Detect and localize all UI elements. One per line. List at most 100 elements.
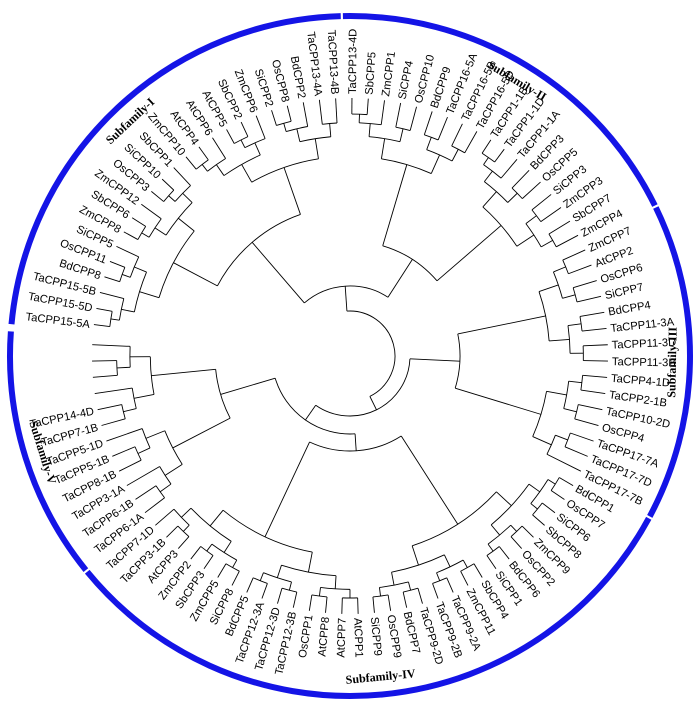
branch-48-0	[567, 323, 582, 327]
branch-73-1	[372, 596, 375, 613]
branch-67-1	[391, 572, 395, 586]
branch-9-1	[109, 260, 126, 268]
branch-70-0	[446, 577, 454, 593]
branch-arc-51	[532, 391, 547, 437]
branch-96-0	[101, 418, 126, 426]
branch-12-1	[131, 217, 146, 227]
branch-arc-91	[155, 485, 165, 498]
branch-25-1	[436, 225, 502, 282]
branch-arc-19	[244, 138, 266, 149]
branch-13-0	[168, 195, 176, 202]
branch-71-1	[379, 587, 381, 597]
branch-36-1	[500, 159, 518, 179]
branch-58-1	[264, 441, 310, 537]
branch-arc-5	[133, 271, 147, 313]
branch-arc-23	[276, 120, 292, 126]
branch-34-1	[516, 234, 535, 247]
branch-68-0	[462, 559, 468, 568]
branch-arc-40	[531, 209, 542, 222]
branch-arc-58	[309, 435, 402, 452]
branch-arc-70	[432, 577, 447, 584]
branch-81-0	[261, 583, 268, 599]
branch-75-0	[334, 575, 337, 589]
leaf-label: SbCPP5	[364, 51, 379, 95]
branch-50-0	[583, 344, 608, 347]
branch-31-0	[426, 137, 432, 150]
leaf-label: SiCPP4	[397, 60, 416, 101]
branch-4-1	[178, 217, 195, 232]
subfamily-label-4: Subfamily-IV	[345, 666, 416, 687]
branch-94-0	[133, 393, 155, 399]
branch-arc-2	[304, 285, 389, 304]
branch-arc-48	[567, 325, 571, 354]
leaf-label: AtCPP1	[351, 618, 364, 658]
branch-arc-42	[315, 358, 411, 417]
branch-15-0	[241, 164, 253, 183]
branch-8-0	[122, 274, 131, 278]
branch-49-0	[579, 311, 605, 317]
branch-44-1	[549, 338, 570, 342]
branch-82-0	[223, 541, 232, 553]
branch-88-0	[172, 417, 231, 449]
branch-47-0	[573, 280, 597, 289]
branch-95-0	[123, 408, 137, 413]
branch-arc-84	[225, 563, 240, 572]
branch-35-1	[507, 192, 518, 203]
branch-arc-81	[252, 577, 268, 584]
branch-32-0	[423, 111, 433, 135]
branch-45-0	[553, 266, 566, 273]
branch-arc-3	[216, 213, 301, 287]
branch-72-0	[417, 588, 423, 604]
branch-40-1	[540, 207, 562, 223]
branch-62-1	[550, 490, 565, 500]
branch-21-0	[296, 128, 301, 142]
branch-arc-93	[134, 446, 142, 461]
branch-80-0	[292, 591, 298, 608]
branch-11-1	[141, 203, 162, 220]
branch-81-1	[246, 577, 254, 593]
branch-93-1	[112, 446, 136, 457]
branch-84-0	[231, 570, 240, 586]
branch-61-1	[530, 503, 538, 510]
branch-arc-25	[382, 245, 438, 282]
branch-63-1	[532, 514, 545, 526]
branch-51-1	[532, 436, 552, 446]
branch-24-0	[318, 99, 323, 125]
branch-arc-17	[207, 158, 226, 172]
branch-40-0	[531, 194, 552, 211]
branch-33-0	[451, 123, 463, 147]
branch-71-0	[408, 581, 412, 591]
branch-6-0	[110, 318, 120, 321]
branch-17-0	[201, 164, 208, 172]
branch-arc-18	[195, 159, 209, 170]
branch-86-0	[182, 524, 190, 532]
branch-53-1	[580, 389, 606, 395]
leaf-label: BdCPP4	[607, 299, 651, 318]
branch-78-1	[308, 594, 313, 611]
branch-arc-4	[158, 230, 195, 298]
branch-91-0	[144, 497, 165, 514]
branch-32-1	[437, 116, 448, 141]
branch-16-0	[216, 164, 225, 176]
branch-14-0	[151, 191, 164, 202]
branch-77-0	[357, 597, 359, 614]
branch-26-0	[380, 138, 386, 159]
branch-arc-90	[159, 466, 172, 485]
subfamily-arc-3	[647, 206, 693, 518]
branch-41-1	[556, 234, 579, 248]
branch-1-0	[344, 286, 348, 312]
branch-74-1	[209, 509, 224, 527]
branch-5-0	[121, 308, 135, 313]
branch-arc-74	[222, 509, 313, 553]
branch-20-0	[226, 129, 235, 144]
branch-arc-20	[234, 136, 249, 144]
branch-17-1	[212, 137, 226, 159]
leaf-label: SiCPP9	[368, 616, 384, 656]
leaf-label: BdCPP2	[288, 55, 308, 99]
branch-31-1	[451, 149, 459, 162]
branch-83-0	[232, 559, 238, 568]
branch-7-0	[93, 324, 110, 327]
branch-67-0	[443, 554, 451, 568]
branch-19-1	[255, 115, 266, 139]
